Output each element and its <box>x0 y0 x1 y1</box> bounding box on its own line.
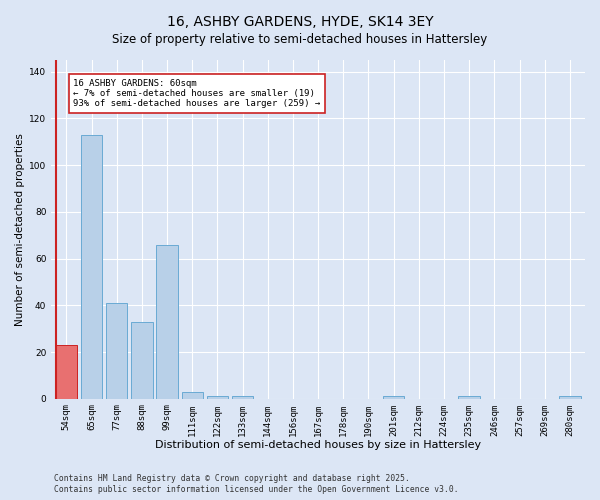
Bar <box>232 396 253 398</box>
Bar <box>131 322 152 398</box>
Bar <box>559 396 581 398</box>
Text: 16, ASHBY GARDENS, HYDE, SK14 3EY: 16, ASHBY GARDENS, HYDE, SK14 3EY <box>167 15 433 29</box>
Y-axis label: Number of semi-detached properties: Number of semi-detached properties <box>15 133 25 326</box>
Bar <box>106 303 127 398</box>
Bar <box>81 135 102 398</box>
Bar <box>207 396 228 398</box>
Bar <box>383 396 404 398</box>
X-axis label: Distribution of semi-detached houses by size in Hattersley: Distribution of semi-detached houses by … <box>155 440 481 450</box>
Bar <box>182 392 203 398</box>
Bar <box>56 345 77 399</box>
Bar <box>157 244 178 398</box>
Text: Contains HM Land Registry data © Crown copyright and database right 2025.
Contai: Contains HM Land Registry data © Crown c… <box>54 474 458 494</box>
Bar <box>458 396 480 398</box>
Text: Size of property relative to semi-detached houses in Hattersley: Size of property relative to semi-detach… <box>112 32 488 46</box>
Text: 16 ASHBY GARDENS: 60sqm
← 7% of semi-detached houses are smaller (19)
93% of sem: 16 ASHBY GARDENS: 60sqm ← 7% of semi-det… <box>73 78 320 108</box>
